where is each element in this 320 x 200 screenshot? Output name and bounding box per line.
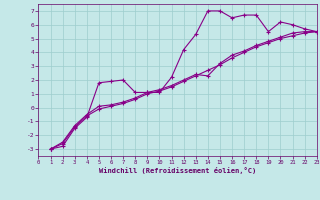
X-axis label: Windchill (Refroidissement éolien,°C): Windchill (Refroidissement éolien,°C)	[99, 167, 256, 174]
